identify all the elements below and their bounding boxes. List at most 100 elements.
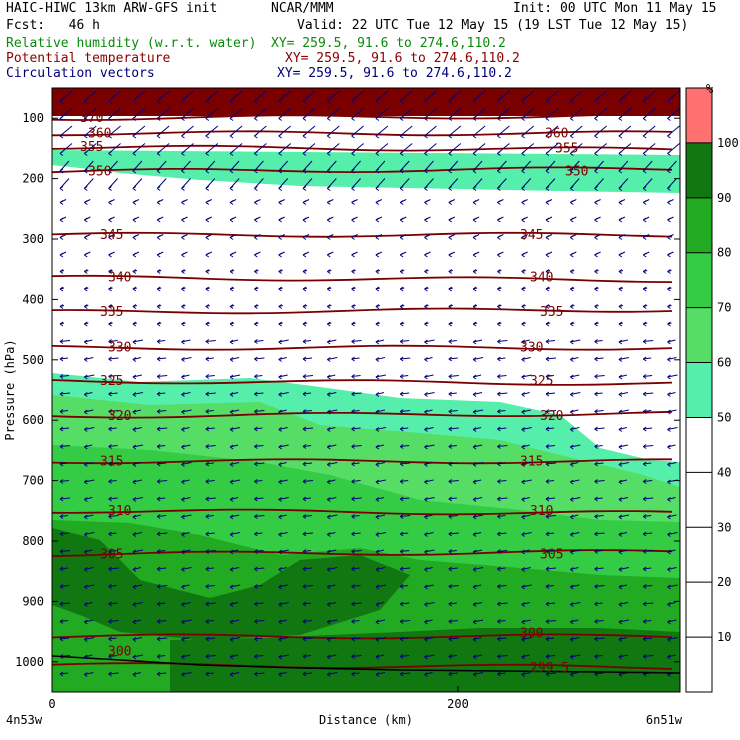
vector-arrow (545, 357, 557, 360)
vector-arrowhead (618, 462, 623, 467)
vector-arrowhead (108, 217, 112, 223)
vector-arrowhead (667, 252, 671, 258)
vector-arrowhead (448, 217, 453, 223)
vector-arrow (448, 480, 459, 482)
vector-arrowhead (278, 217, 282, 223)
vector-arrowhead (181, 252, 185, 258)
vector-arrow (643, 585, 653, 587)
vector-arrowhead (108, 339, 112, 344)
vector-arrowhead (497, 479, 501, 484)
vector-arrowhead (132, 168, 137, 174)
vector-arrowhead (132, 427, 137, 432)
vector-arrowhead (667, 374, 671, 380)
vector-arrow (351, 480, 361, 482)
vector-arrowhead (570, 392, 574, 397)
vector-arrowhead (205, 549, 210, 554)
vector-arrowhead (229, 409, 234, 415)
vector-arrow (254, 445, 264, 447)
vector-arrowhead (254, 444, 258, 449)
vector-arrow (521, 532, 532, 535)
vector-arrow (497, 462, 506, 465)
vector-arrowhead (59, 479, 64, 484)
vector-arrowhead (278, 286, 282, 292)
vector-arrowhead (156, 339, 161, 344)
vector-arrowhead (84, 116, 88, 121)
vector-arrow (351, 672, 360, 675)
vector-arrowhead (156, 514, 161, 519)
vector-arrowhead (497, 566, 501, 572)
vector-arrow (59, 585, 70, 587)
vector-arrow (83, 178, 94, 189)
vector-arrow (108, 532, 117, 535)
vector-arrowhead (424, 151, 428, 156)
vector-arrowhead (156, 321, 161, 327)
vector-arrowhead (108, 531, 112, 537)
vector-arrowhead (132, 286, 137, 292)
vector-arrowhead (594, 286, 598, 292)
vector-arrow (157, 462, 167, 465)
vector-arrowhead (375, 357, 380, 362)
vector-arrowhead (181, 567, 185, 572)
vector-arrow (205, 375, 215, 377)
vector-arrowhead (84, 444, 88, 450)
vector-arrowhead (497, 252, 501, 258)
vector-arrowhead (229, 321, 234, 327)
vector-arrowhead (327, 98, 331, 104)
vector-arrowhead (521, 133, 525, 139)
vector-arrowhead (472, 357, 477, 362)
vector-arrowhead (108, 168, 112, 174)
vector-arrowhead (497, 409, 501, 414)
vector-arrow (108, 637, 117, 640)
theta-labels: 3703603553503453403353303253203153103053… (80, 111, 588, 676)
colorbar-frame (685, 87, 713, 693)
vector-arrowhead (205, 356, 210, 362)
vector-arrowhead (254, 151, 258, 156)
vector-arrow (570, 444, 581, 448)
vector-arrow (400, 602, 410, 605)
vector-arrow (570, 497, 581, 500)
vector-arrowhead (570, 532, 574, 537)
vector-arrowhead (472, 217, 477, 223)
vector-arrowhead (399, 514, 404, 519)
vector-arrow (157, 357, 167, 360)
vector-arrowhead (545, 217, 550, 223)
vector-arrowhead (424, 98, 428, 104)
vector-arrow (230, 532, 241, 535)
vector-arrow (594, 585, 605, 587)
vector-arrow (424, 654, 435, 658)
vector-arrowhead (254, 252, 258, 258)
vector-arrow (108, 655, 118, 657)
vector-arrowhead (497, 116, 501, 121)
vector-arrow (667, 178, 677, 189)
vector-arrowhead (594, 549, 598, 554)
vector-arrowhead (570, 186, 574, 191)
vector-arrow (181, 567, 192, 570)
vector-arrowhead (375, 462, 380, 467)
vector-arrow (545, 340, 556, 342)
vector-arrowhead (156, 636, 161, 642)
vector-arrowhead (278, 567, 282, 572)
vector-arrowhead (399, 409, 404, 414)
vector-arrowhead (472, 619, 477, 625)
vector-arrowhead (205, 619, 210, 624)
vector-arrowhead (497, 321, 501, 327)
vector-arrowhead (642, 566, 647, 572)
vector-arrowhead (472, 321, 477, 327)
vector-arrowhead (667, 409, 671, 415)
vector-arrowhead (399, 531, 404, 537)
vector-arrowhead (497, 217, 501, 223)
vector-arrow (472, 392, 483, 395)
vector-arrow (108, 515, 119, 517)
vector-arrow (448, 497, 457, 500)
vector-arrow (254, 567, 265, 570)
vector-arrowhead (497, 619, 501, 624)
vector-arrow (84, 374, 95, 378)
vector-arrow (327, 672, 338, 675)
vector-arrowhead (594, 601, 598, 607)
vector-arrow (400, 655, 410, 657)
vector-arrow (108, 410, 119, 412)
vector-arrow (400, 567, 411, 570)
vector-arrowhead (399, 200, 404, 205)
vector-arrowhead (132, 497, 137, 502)
vector-arrowhead (254, 269, 258, 274)
